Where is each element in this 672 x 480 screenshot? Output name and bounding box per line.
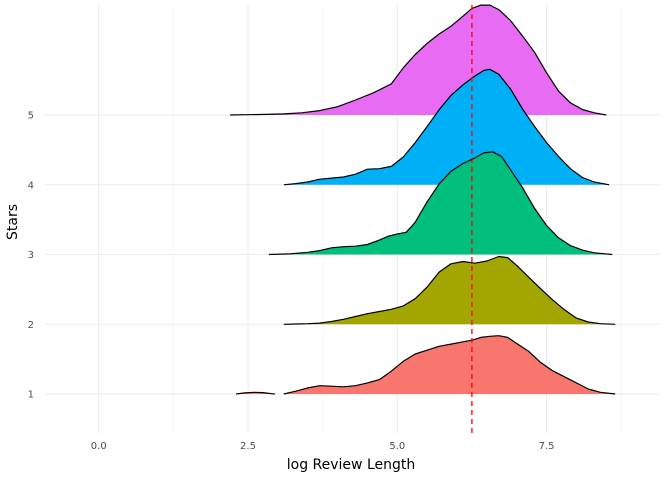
y-tick-label: 3 <box>28 250 34 261</box>
ridge-1-fill <box>283 335 616 394</box>
y-axis-ticks: 1 2 3 4 5 <box>28 111 34 401</box>
ridge-1-outlier-outline <box>236 391 275 395</box>
ridge-5-fill <box>230 5 607 116</box>
density-ridges <box>230 4 616 395</box>
x-axis-title: log Review Length <box>287 457 415 473</box>
ridge-2-outline <box>283 255 616 325</box>
y-tick-label: 1 <box>28 390 34 401</box>
ridge-5-outline <box>230 4 607 116</box>
y-tick-label: 4 <box>28 180 34 191</box>
ridge-2-fill <box>283 256 616 325</box>
ridge-1-outlier-fill <box>236 392 275 394</box>
x-tick-label: 0.0 <box>91 441 107 452</box>
ridge-4-fill <box>283 69 610 185</box>
ridge-4-outline <box>283 68 610 186</box>
grid <box>45 5 660 433</box>
ridge-3-outline <box>268 151 613 256</box>
y-tick-label: 2 <box>28 320 34 331</box>
x-tick-label: 5.0 <box>389 441 405 452</box>
ridge-1-outline <box>283 335 616 395</box>
x-tick-label: 2.5 <box>240 441 256 452</box>
x-axis-ticks: 0.0 2.5 5.0 7.5 <box>91 441 555 452</box>
y-tick-label: 5 <box>28 111 34 122</box>
x-tick-label: 7.5 <box>539 441 555 452</box>
y-axis-title: Stars <box>5 204 21 240</box>
ridge-3-fill <box>268 151 613 255</box>
